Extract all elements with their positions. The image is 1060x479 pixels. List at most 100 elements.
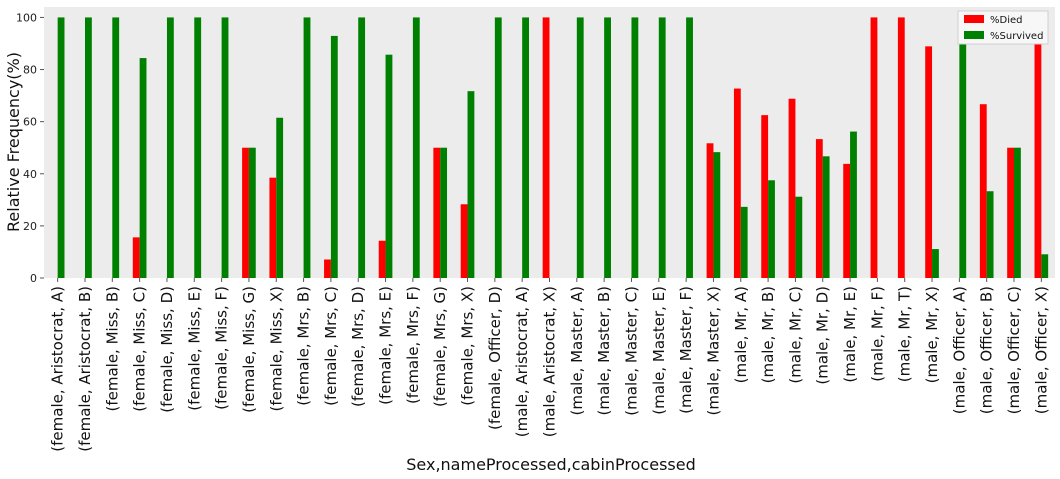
bar-survived-23	[686, 17, 693, 278]
x-tick-label: (female, Mrs, C)	[322, 286, 340, 406]
x-tick-label: (male, Master, A)	[568, 286, 586, 415]
x-tick-label: (male, Officer, X)	[1032, 286, 1050, 414]
y-tick-label: 100	[16, 11, 37, 24]
x-tick-label: (female, Miss, B)	[103, 286, 121, 412]
x-tick-label: (male, Mr, A)	[732, 286, 750, 383]
bar-survived-8	[276, 117, 284, 278]
bar-survived-15	[467, 91, 475, 278]
bars-group	[57, 17, 1049, 278]
legend-label-died: %Died	[990, 15, 1022, 26]
x-tick-label: (male, Master, E)	[650, 286, 668, 415]
x-axis: (female, Aristocrat, A) (female, Aristocr…	[49, 278, 1050, 452]
x-tick-label: (female, Miss, D)	[158, 286, 176, 413]
bar-survived-12	[385, 54, 393, 278]
bar-died-7	[242, 147, 249, 278]
bar-survived-29	[850, 131, 857, 278]
bar-died-15	[460, 204, 468, 278]
bar-survived-35	[1014, 147, 1021, 278]
x-tick-label: (male, Master, X)	[704, 286, 722, 415]
x-tick-label: (male, Mr, F)	[868, 286, 886, 382]
x-tick-label: (female, Mrs, E)	[377, 286, 395, 405]
bar-died-34	[979, 104, 987, 278]
x-tick-label: (male, Master, B)	[595, 286, 613, 416]
x-tick-label: (male, Mr, C)	[786, 286, 804, 384]
bar-survived-6	[221, 17, 229, 278]
x-tick-label: (female, Mrs, X)	[459, 286, 477, 406]
bar-died-32	[925, 46, 933, 278]
bar-died-26	[761, 115, 769, 278]
x-tick-label: (female, Miss, E)	[185, 286, 203, 411]
x-tick-label: (female, Miss, F)	[213, 286, 231, 410]
bar-survived-28	[822, 156, 830, 278]
y-tick-label: 80	[23, 64, 37, 77]
bar-survived-32	[932, 249, 939, 278]
y-tick-label: 40	[23, 168, 37, 181]
bar-died-14	[433, 147, 441, 278]
x-tick-label: (male, Mr, T)	[896, 286, 914, 382]
x-tick-label: (male, Master, C)	[622, 286, 640, 416]
x-tick-label: (female, Mrs, G)	[431, 286, 449, 407]
bar-survived-16	[494, 17, 502, 278]
bar-survived-19	[576, 17, 584, 278]
bar-survived-22	[658, 17, 666, 278]
x-tick-label: (female, Mrs, F)	[404, 286, 422, 404]
bar-died-31	[897, 17, 905, 278]
bar-died-36	[1034, 41, 1042, 278]
x-tick-label: (male, Master, F)	[677, 286, 695, 414]
bar-survived-7	[248, 147, 256, 278]
bar-died-29	[843, 163, 851, 278]
x-tick-label: (male, Mr, X)	[923, 286, 941, 383]
bar-survived-34	[986, 191, 994, 278]
y-axis: 0 20 40 60 80 100	[16, 11, 44, 285]
bar-survived-1	[84, 17, 92, 278]
x-tick-label: (male, Aristocrat, A)	[513, 286, 531, 437]
bar-survived-5	[194, 17, 202, 278]
bar-survived-2	[112, 17, 120, 278]
bar-survived-25	[740, 206, 748, 278]
bar-died-27	[788, 98, 796, 278]
legend-swatch-died	[964, 15, 984, 23]
bar-died-25	[733, 88, 741, 278]
x-tick-label: (male, Mr, E)	[841, 286, 859, 383]
bar-survived-26	[768, 180, 775, 278]
bar-survived-33	[959, 17, 967, 278]
bar-died-35	[1007, 147, 1015, 278]
bar-survived-17	[522, 17, 530, 278]
bar-died-30	[870, 17, 878, 278]
bar-survived-27	[795, 196, 803, 278]
x-tick-label: (female, Aristocrat, B)	[76, 286, 94, 452]
x-tick-label: (female, Miss, X)	[267, 286, 285, 412]
x-tick-label: (female, Aristocrat, A)	[49, 286, 67, 452]
bar-survived-14	[440, 147, 448, 278]
x-tick-label: (female, Miss, C)	[131, 286, 149, 412]
bar-survived-20	[604, 17, 611, 278]
bar-survived-21	[631, 17, 639, 278]
x-axis-label: Sex,nameProcessed,cabinProcessed	[406, 455, 695, 474]
y-tick-label: 60	[23, 116, 37, 129]
bar-died-28	[815, 139, 823, 278]
y-axis-label: Relative Frequency(%)	[4, 52, 23, 232]
bar-survived-10	[330, 35, 338, 278]
bar-survived-11	[358, 17, 366, 278]
bar-died-18	[542, 17, 550, 278]
legend-swatch-survived	[964, 31, 984, 39]
bar-died-12	[378, 240, 386, 278]
x-tick-label: (female, Miss, G)	[240, 286, 258, 413]
bar-survived-3	[139, 58, 147, 278]
bar-survived-9	[303, 17, 311, 278]
x-tick-label: (male, Aristocrat, X)	[541, 286, 559, 437]
legend-label-survived: %Survived	[990, 31, 1043, 42]
y-tick-label: 0	[30, 272, 37, 285]
bar-survived-13	[412, 17, 420, 278]
bar-survived-24	[713, 152, 721, 278]
bar-died-8	[269, 177, 277, 278]
bar-survived-36	[1041, 254, 1049, 278]
x-tick-label: (male, Officer, C)	[1005, 286, 1023, 414]
bar-died-10	[324, 259, 331, 278]
legend: %Died %Survived	[957, 10, 1049, 45]
bar-survived-0	[57, 17, 65, 278]
bar-survived-4	[166, 17, 174, 278]
x-tick-label: (female, Officer, D)	[486, 286, 504, 430]
x-tick-label: (female, Mrs, B)	[295, 286, 313, 406]
